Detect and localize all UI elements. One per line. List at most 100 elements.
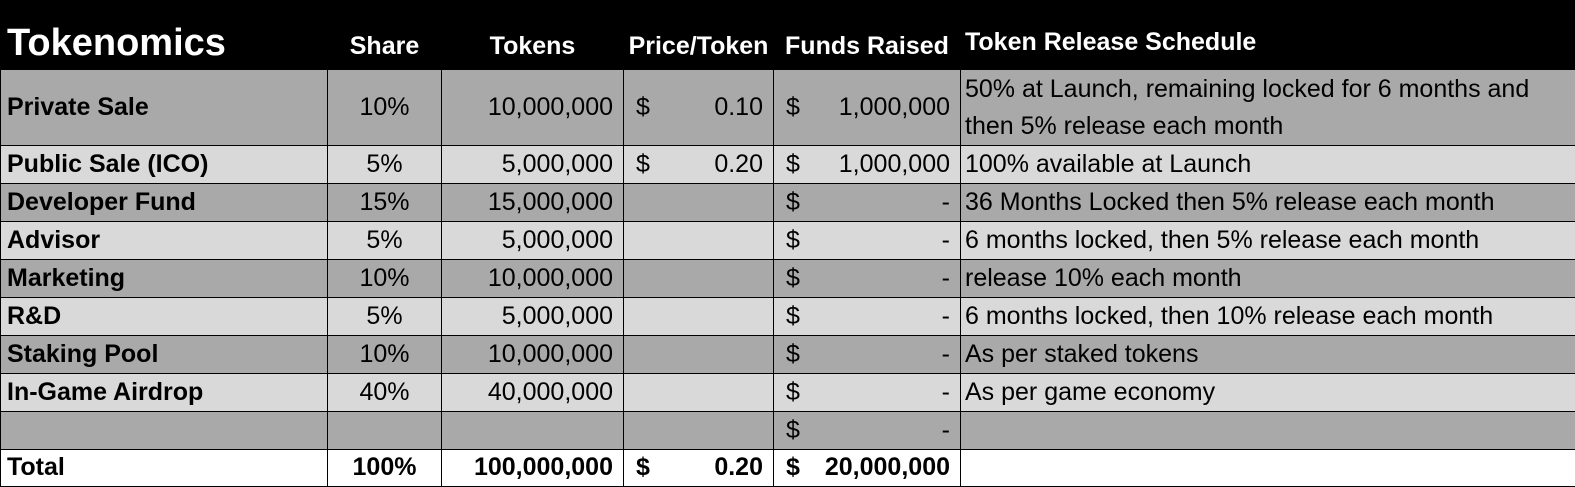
funds-cell: $- — [774, 298, 961, 336]
price-cell-value: 0.20 — [714, 150, 763, 179]
funds-cell-wrap: $- — [774, 188, 960, 217]
price-cell — [624, 412, 774, 450]
funds-cell-wrap: $- — [774, 340, 960, 369]
category-cell: R&D — [1, 298, 328, 336]
funds-cell-wrap: $- — [774, 264, 960, 293]
category-cell: Staking Pool — [1, 336, 328, 374]
share-cell: 10% — [328, 260, 442, 298]
header-funds: Funds Raised — [774, 1, 961, 70]
table-row: Public Sale (ICO)5%5,000,000$0.20$1,000,… — [1, 146, 1575, 184]
schedule-cell — [961, 412, 1575, 450]
price-cell — [624, 374, 774, 412]
funds-cell-currency: $ — [786, 340, 800, 369]
tokens-cell: 5,000,000 — [442, 222, 624, 260]
funds-cell: $- — [774, 412, 961, 450]
funds-cell-currency: $ — [786, 378, 800, 407]
tokens-cell: 15,000,000 — [442, 184, 624, 222]
funds-cell-currency: $ — [786, 264, 800, 293]
funds-cell-currency: $ — [786, 150, 800, 179]
category-cell: Private Sale — [1, 70, 328, 146]
header-row: Tokenomics Share Tokens Price/Token Fund… — [1, 1, 1575, 70]
funds-cell: $1,000,000 — [774, 70, 961, 146]
header-price: Price/Token — [624, 1, 774, 70]
tokens-cell — [442, 412, 624, 450]
funds-cell-value: 1,000,000 — [839, 150, 950, 179]
header-share: Share — [328, 1, 442, 70]
funds-cell-currency: $ — [786, 188, 800, 217]
funds-cell: $- — [774, 260, 961, 298]
price-cell-value: 0.10 — [714, 93, 763, 122]
table-row: $- — [1, 412, 1575, 450]
price-cell-currency: $ — [636, 93, 650, 122]
funds-cell-wrap: $- — [774, 302, 960, 331]
share-cell — [328, 412, 442, 450]
funds-cell: $20,000,000 — [774, 449, 961, 487]
price-cell — [624, 336, 774, 374]
funds-cell-value: 20,000,000 — [825, 453, 950, 482]
share-cell: 10% — [328, 336, 442, 374]
funds-cell: $- — [774, 374, 961, 412]
tokens-cell: 5,000,000 — [442, 298, 624, 336]
tokens-cell: 10,000,000 — [442, 336, 624, 374]
price-cell — [624, 222, 774, 260]
table-title: Tokenomics — [1, 1, 328, 70]
tokens-cell: 100,000,000 — [442, 449, 624, 487]
funds-cell-currency: $ — [786, 93, 800, 122]
funds-cell-value: - — [942, 340, 950, 369]
funds-cell-currency: $ — [786, 416, 800, 445]
funds-cell-currency: $ — [786, 453, 800, 482]
tokens-cell: 10,000,000 — [442, 70, 624, 146]
funds-cell-wrap: $20,000,000 — [774, 453, 960, 482]
header-tokens: Tokens — [442, 1, 624, 70]
funds-cell-wrap: $1,000,000 — [774, 150, 960, 179]
schedule-cell: 6 months locked, then 5% release each mo… — [961, 222, 1575, 260]
share-cell: 15% — [328, 184, 442, 222]
funds-cell-value: - — [942, 302, 950, 331]
price-cell — [624, 298, 774, 336]
share-cell: 100% — [328, 449, 442, 487]
price-cell — [624, 184, 774, 222]
schedule-cell: 36 Months Locked then 5% release each mo… — [961, 184, 1575, 222]
funds-cell: $1,000,000 — [774, 146, 961, 184]
schedule-cell: release 10% each month — [961, 260, 1575, 298]
price-cell: $0.20 — [624, 449, 774, 487]
share-cell: 5% — [328, 298, 442, 336]
schedule-cell: As per staked tokens — [961, 336, 1575, 374]
funds-cell: $- — [774, 184, 961, 222]
price-cell-wrap: $0.10 — [624, 93, 773, 122]
funds-cell: $- — [774, 222, 961, 260]
funds-cell-value: - — [942, 378, 950, 407]
category-cell: Marketing — [1, 260, 328, 298]
category-cell: In-Game Airdrop — [1, 374, 328, 412]
funds-cell-value: - — [942, 188, 950, 217]
funds-cell-value: 1,000,000 — [839, 93, 950, 122]
price-cell-currency: $ — [636, 453, 650, 482]
schedule-cell: As per game economy — [961, 374, 1575, 412]
funds-cell-value: - — [942, 264, 950, 293]
tokens-cell: 5,000,000 — [442, 146, 624, 184]
schedule-cell — [961, 449, 1575, 487]
price-cell — [624, 260, 774, 298]
funds-cell: $- — [774, 336, 961, 374]
category-cell: Advisor — [1, 222, 328, 260]
funds-cell-wrap: $1,000,000 — [774, 93, 960, 122]
funds-cell-wrap: $- — [774, 378, 960, 407]
category-cell: Public Sale (ICO) — [1, 146, 328, 184]
share-cell: 10% — [328, 70, 442, 146]
share-cell: 40% — [328, 374, 442, 412]
price-cell: $0.20 — [624, 146, 774, 184]
schedule-cell: 100% available at Launch — [961, 146, 1575, 184]
funds-cell-value: - — [942, 226, 950, 255]
funds-cell-currency: $ — [786, 302, 800, 331]
share-cell: 5% — [328, 146, 442, 184]
funds-cell-wrap: $- — [774, 226, 960, 255]
